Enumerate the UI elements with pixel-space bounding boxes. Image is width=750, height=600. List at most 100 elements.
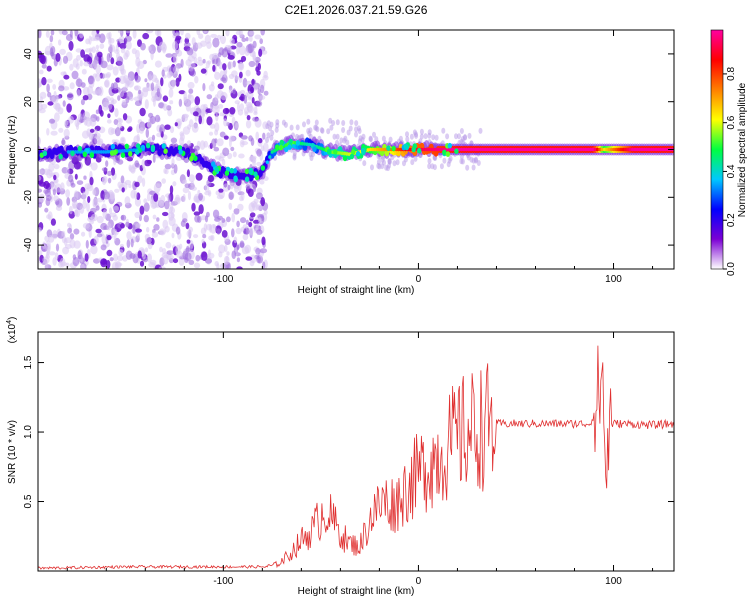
noise-blob (83, 61, 90, 67)
ridge-core (490, 147, 494, 152)
noise-blob (146, 193, 151, 202)
noise-blob (203, 223, 208, 232)
noise-blob (182, 187, 190, 194)
snr-multiplier-close: ) (7, 317, 18, 320)
noise-blob (239, 195, 244, 202)
noise-blob (55, 205, 63, 211)
noise-blob (141, 159, 146, 169)
noise-blob (212, 37, 220, 48)
noise-blob (158, 197, 162, 206)
noise-blob (196, 30, 201, 36)
noise-blob (158, 41, 166, 50)
noise-blob (253, 106, 258, 114)
noise-blob (76, 180, 84, 186)
noise-blob (245, 256, 253, 261)
noise-blob (146, 253, 152, 263)
noise-blob (229, 135, 235, 143)
noise-blob (256, 229, 263, 235)
noise-blob (231, 228, 235, 238)
noise-blob (55, 102, 61, 112)
noise-blob (95, 65, 101, 74)
ridge-core (469, 147, 473, 152)
noise-blob (252, 116, 259, 122)
noise-blob (46, 78, 53, 84)
noise-blob (71, 200, 78, 209)
noise-blob (98, 55, 102, 65)
noise-blob (46, 128, 50, 136)
ridge-core (378, 147, 382, 152)
noise-blob (93, 235, 99, 245)
haze-blob (269, 121, 274, 128)
noise-blob (198, 33, 204, 39)
spectrogram-ridge (38, 134, 674, 184)
noise-blob (195, 42, 203, 49)
noise-blob (94, 129, 98, 135)
noise-blob (175, 244, 181, 255)
haze-blob (427, 132, 432, 139)
noise-blob (212, 64, 216, 72)
ridge-speck (355, 150, 361, 157)
noise-blob (140, 42, 146, 51)
haze-blob (434, 134, 439, 141)
snr-multiplier-exp: 4 (6, 320, 13, 324)
noise-blob (120, 175, 125, 184)
noise-blob (170, 137, 178, 144)
noise-blob (209, 53, 215, 61)
ridge-core (642, 147, 646, 152)
noise-blob (208, 84, 215, 92)
noise-blob (75, 48, 83, 53)
noise-blob (93, 135, 101, 145)
ridge-speck (229, 167, 234, 174)
y-tick-label: 40 (23, 48, 34, 60)
noise-blob (93, 36, 101, 42)
ridge-core-outer (185, 147, 191, 155)
ridge-core (535, 147, 539, 152)
noise-blob (58, 85, 65, 92)
x-tick-label: 0 (416, 274, 422, 285)
svg-text:(x104): (x104) (6, 317, 18, 344)
haze-blob (265, 137, 269, 143)
colorbar: 0.0 0.2 0.4 0.6 0.8 Normalized spectral ampl… (710, 29, 748, 276)
noise-blob (194, 215, 201, 223)
noise-blob (263, 210, 268, 215)
noise-blob (246, 115, 251, 121)
snr-y-label: SNR (10 * v/v) (7, 420, 18, 484)
noise-blob (154, 114, 161, 123)
noise-blob (212, 209, 220, 219)
ridge-core (581, 147, 586, 152)
noise-blob (199, 140, 206, 150)
noise-blob (88, 132, 94, 141)
ridge-speck (349, 153, 355, 160)
noise-blob (202, 83, 206, 92)
noise-blob (201, 251, 208, 261)
noise-blob (65, 33, 73, 42)
noise-blob (119, 136, 126, 145)
noise-blob (240, 135, 248, 140)
noise-blob (149, 115, 156, 125)
noise-blob (226, 251, 230, 256)
noise-blob (106, 249, 113, 257)
haze-blob (302, 121, 306, 128)
noise-blob (80, 264, 85, 269)
noise-blob (106, 64, 114, 71)
noise-blob (216, 138, 224, 147)
noise-blob (183, 179, 188, 184)
haze-blob (457, 133, 461, 140)
ridge-core (462, 147, 466, 152)
ridge-core (457, 147, 461, 152)
noise-blob (236, 41, 243, 48)
noise-blob (253, 198, 259, 204)
noise-blob (166, 254, 174, 260)
noise-blob (153, 224, 160, 231)
noise-blob (200, 68, 207, 74)
ridge-core (464, 147, 468, 152)
ridge-speck (287, 144, 292, 150)
noise-blob (83, 175, 87, 180)
noise-blob (76, 89, 81, 97)
noise-blob (40, 243, 48, 253)
noise-blob (250, 86, 255, 94)
noise-blob (62, 246, 70, 255)
noise-blob (225, 30, 230, 37)
haze-blob (292, 153, 297, 160)
ridge-core (633, 147, 637, 152)
